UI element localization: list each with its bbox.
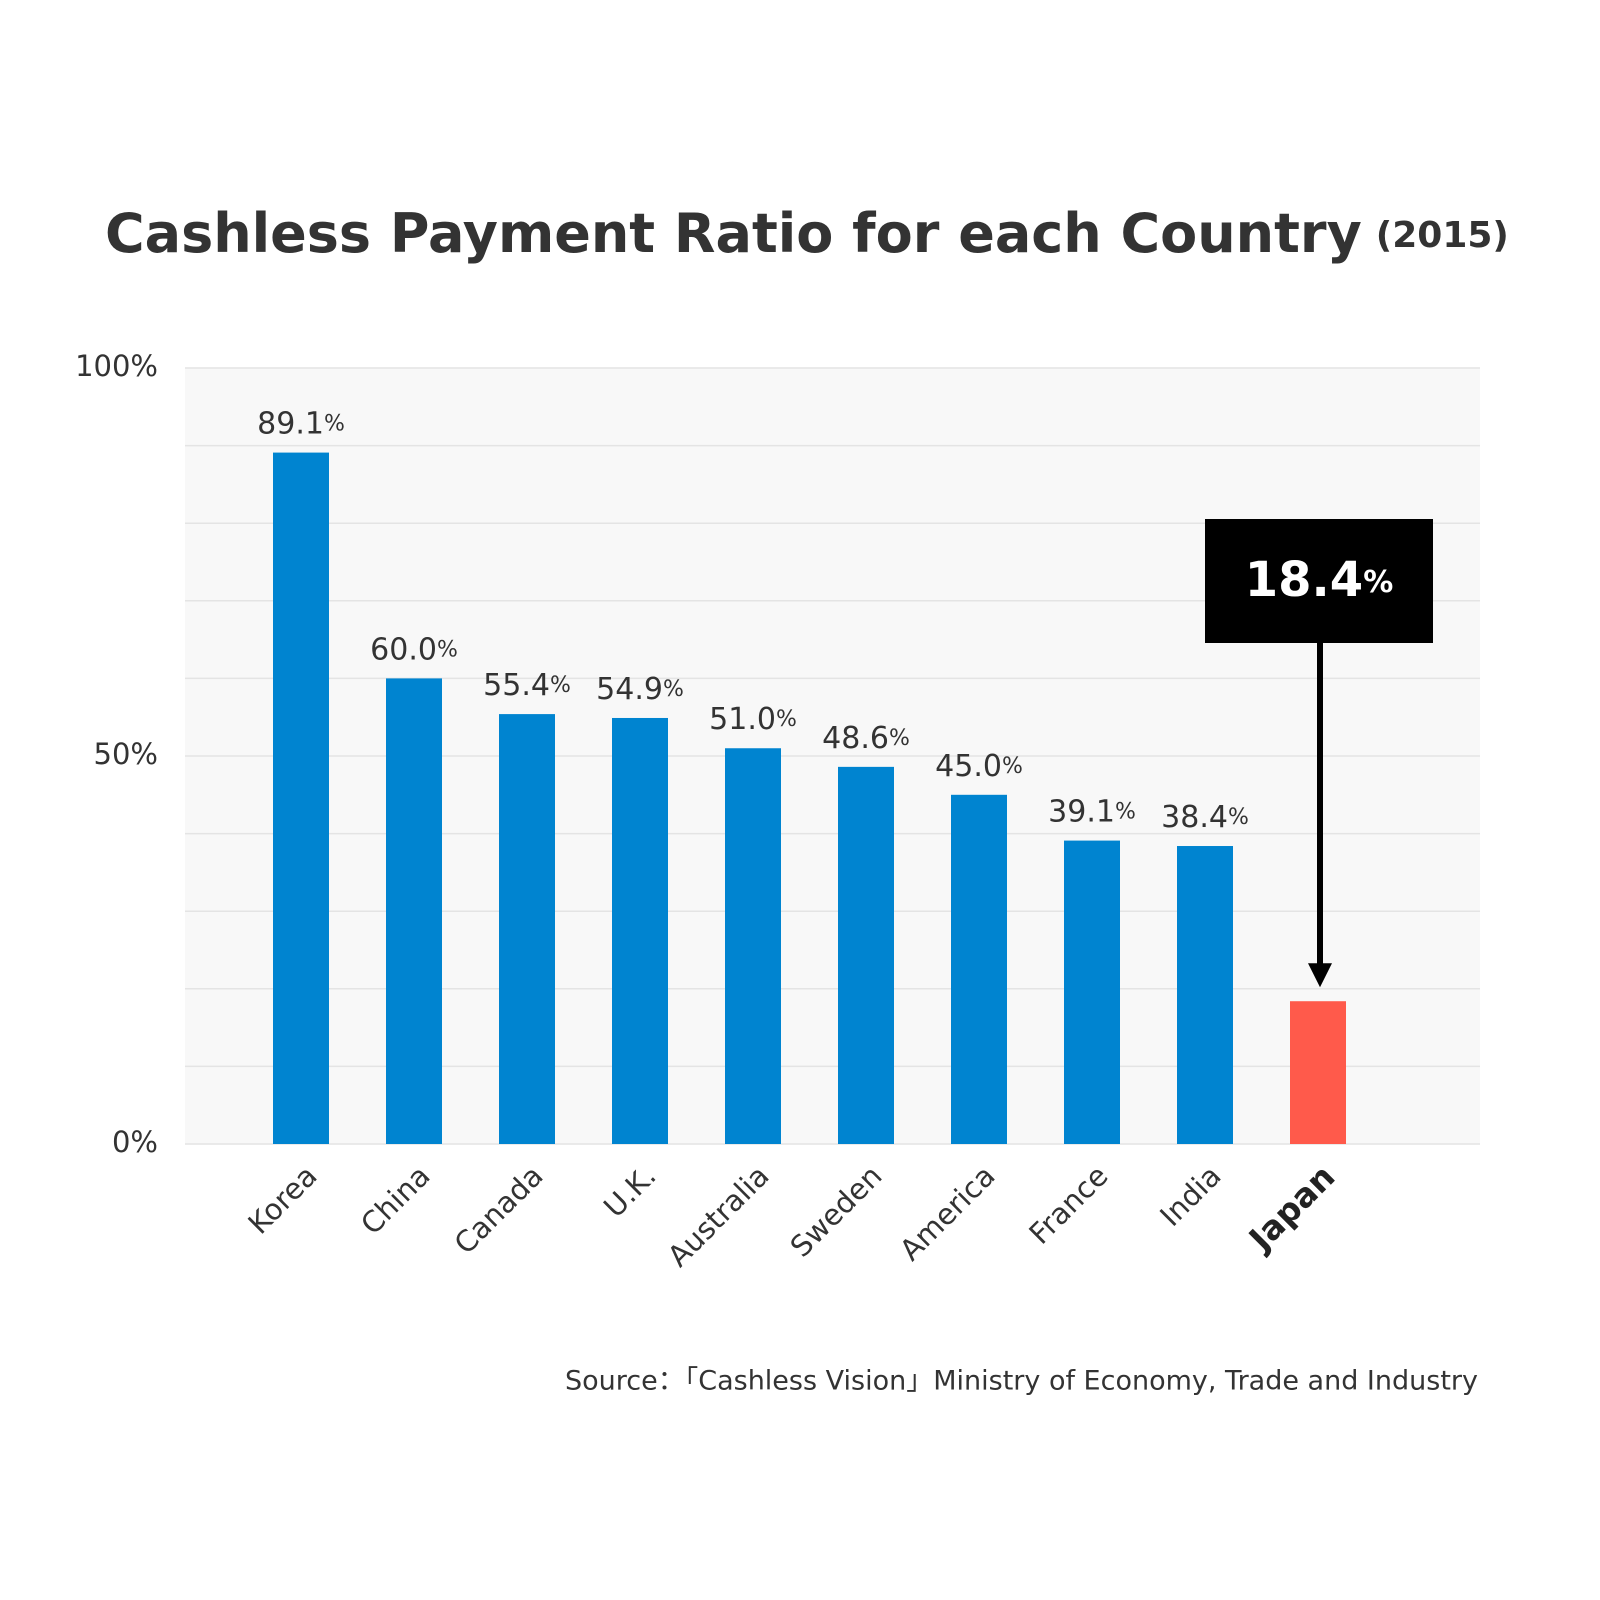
- x-tick-label: Japan: [1240, 1157, 1342, 1259]
- x-tick-label: Australia: [661, 1159, 776, 1274]
- subtitle: (2015): [1376, 215, 1509, 256]
- x-tick-label: France: [1022, 1159, 1114, 1251]
- bar: [1177, 846, 1233, 1144]
- value-label: 55.4%: [483, 668, 571, 703]
- callout-arrowhead: [1308, 963, 1332, 988]
- y-tick-label: 50%: [94, 737, 158, 771]
- source-note: Source：「Cashless Vision」Ministry of Econ…: [565, 1366, 1478, 1397]
- value-label: 89.1%: [257, 406, 345, 441]
- value-label: 51.0%: [709, 702, 797, 737]
- bar: [499, 714, 555, 1144]
- bar: [725, 748, 781, 1144]
- callout-label: 18.4%: [1245, 552, 1394, 608]
- value-label: 54.9%: [596, 671, 684, 706]
- x-tick-label: Korea: [241, 1159, 323, 1241]
- bar: [612, 717, 668, 1144]
- x-tick-label: China: [354, 1159, 437, 1242]
- callout-box: [1205, 519, 1433, 643]
- bar: [1290, 1001, 1346, 1144]
- x-tick-label: Sweden: [784, 1159, 889, 1264]
- value-label: 39.1%: [1048, 794, 1136, 829]
- x-tick-label: India: [1153, 1159, 1227, 1233]
- x-tick-label: America: [893, 1159, 1002, 1268]
- y-tick-label: 100%: [75, 349, 158, 383]
- chart-title: Cashless Payment Ratio for each Country (…: [105, 202, 1509, 265]
- value-label: 38.4%: [1161, 800, 1249, 835]
- bar: [951, 794, 1007, 1144]
- value-label: 45.0%: [935, 748, 1023, 783]
- bar: [273, 452, 329, 1145]
- value-label: 60.0%: [370, 632, 458, 667]
- x-tick-label: U.K.: [597, 1159, 663, 1225]
- title: Cashless Payment Ratio for each Country: [105, 202, 1362, 265]
- bar: [838, 766, 894, 1144]
- value-label: 48.6%: [822, 720, 910, 755]
- bar: [1064, 840, 1120, 1144]
- y-tick-label: 0%: [112, 1125, 158, 1159]
- bar: [386, 678, 442, 1144]
- x-tick-label: Canada: [448, 1159, 550, 1261]
